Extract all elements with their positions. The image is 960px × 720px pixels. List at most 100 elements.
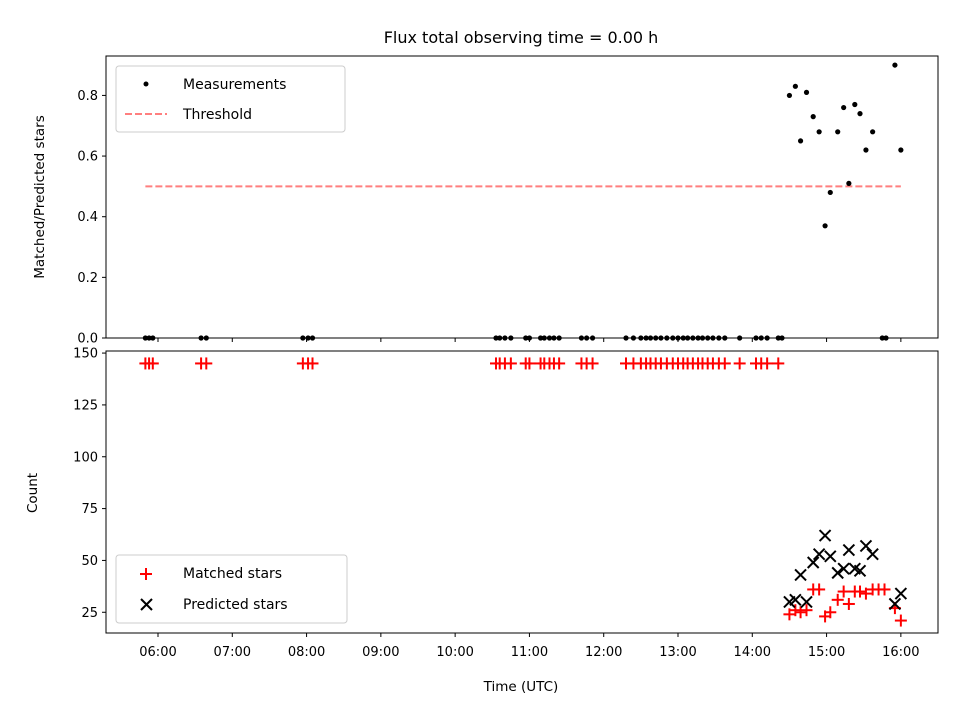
bottom-y-tick-label: 50 bbox=[81, 554, 98, 569]
bottom-y-tick-label: 125 bbox=[73, 398, 98, 413]
legend-threshold-label: Threshold bbox=[182, 107, 252, 123]
predicted-star-marker bbox=[888, 597, 902, 611]
chart-title: Flux total observing time = 0.00 h bbox=[384, 28, 659, 47]
predicted-star-marker bbox=[794, 568, 807, 582]
measurement-point bbox=[870, 129, 876, 135]
matched-star-marker bbox=[733, 357, 746, 370]
measurement-point bbox=[827, 189, 833, 196]
bottom-x-tick-label: 06:00 bbox=[139, 645, 176, 660]
legend-matched-marker bbox=[140, 568, 152, 580]
predicted-star-marker bbox=[818, 529, 832, 542]
bottom-y-tick-label: 150 bbox=[73, 347, 98, 362]
measurement-point bbox=[803, 89, 810, 95]
measurement-point bbox=[835, 129, 841, 135]
measurement-point bbox=[816, 129, 822, 135]
predicted-star-marker bbox=[824, 550, 837, 563]
predicted-star-marker bbox=[837, 562, 850, 575]
predicted-star-marker bbox=[866, 547, 879, 561]
bottom-x-ticks: 06:00 07:00 08:00 09:00 10:00 11:00 12:00 13:00… bbox=[139, 633, 920, 660]
legend-measurements-marker bbox=[143, 81, 149, 87]
legend-matched-label: Matched stars bbox=[183, 566, 282, 582]
bottom-y-tick-label: 75 bbox=[81, 502, 98, 517]
matched-star-marker bbox=[200, 357, 213, 370]
matched-star-marker bbox=[854, 585, 866, 598]
bottom-x-tick-label: 10:00 bbox=[436, 645, 473, 660]
matched-star-marker bbox=[878, 583, 891, 596]
matched-star-marker bbox=[824, 606, 837, 619]
matched-star-marker bbox=[306, 357, 319, 370]
predicted-star-marker bbox=[789, 593, 802, 607]
measurement-point bbox=[892, 62, 898, 68]
bottom-x-tick-label: 14:00 bbox=[734, 645, 771, 660]
bottom-x-tick-label: 13:00 bbox=[659, 645, 696, 660]
top-y-tick-label: 0.0 bbox=[77, 332, 98, 347]
matched-star-marker bbox=[789, 604, 802, 617]
x-axis-label: Time (UTC) bbox=[483, 679, 559, 695]
top-y-tick-label: 0.6 bbox=[77, 150, 98, 165]
legend-measurements-label: Measurements bbox=[183, 77, 286, 93]
matched-star-marker bbox=[831, 593, 844, 606]
predicted-star-marker bbox=[894, 587, 908, 600]
bottom-legend: Matched stars Predicted stars bbox=[115, 554, 348, 624]
measurement-point bbox=[810, 114, 816, 120]
legend-predicted-marker bbox=[140, 598, 153, 611]
predicted-star-marker bbox=[842, 543, 856, 557]
matched-star-marker bbox=[842, 597, 855, 610]
bottom-axes-frame bbox=[105, 350, 939, 634]
bottom-axes: 25 50 75 100 125 150 06:00 07:00 08:00 09:00 10:0… bbox=[25, 347, 939, 695]
matched-star-marker bbox=[800, 604, 813, 617]
bottom-x-tick-label: 12:00 bbox=[585, 645, 622, 660]
matched-star-marker bbox=[794, 606, 807, 619]
measurement-point bbox=[822, 223, 828, 229]
measurement-point bbox=[846, 180, 852, 186]
bottom-y-axis-label: Count bbox=[25, 473, 41, 513]
matched-star-marker bbox=[718, 357, 731, 370]
top-y-axis-label: Matched/Predicted stars bbox=[32, 115, 48, 278]
predicted-star-marker bbox=[853, 564, 867, 578]
matched-star-marker bbox=[813, 583, 826, 596]
legend-predicted-label: Predicted stars bbox=[183, 597, 288, 613]
bottom-x-tick-label: 11:00 bbox=[511, 645, 548, 660]
bottom-x-tick-label: 07:00 bbox=[214, 645, 251, 660]
bottom-plot-marks bbox=[139, 357, 908, 627]
measurement-point bbox=[797, 138, 804, 144]
top-axes-frame bbox=[105, 55, 939, 339]
measurement-point bbox=[786, 92, 793, 99]
matched-star-marker bbox=[504, 357, 517, 370]
top-x-ticks bbox=[157, 338, 902, 342]
measurement-point bbox=[852, 101, 858, 108]
predicted-star-marker bbox=[812, 547, 826, 561]
top-y-tick-label: 0.2 bbox=[77, 271, 98, 286]
matched-star-marker bbox=[894, 614, 907, 627]
matched-star-marker bbox=[837, 585, 850, 598]
measurement-point bbox=[863, 147, 869, 153]
bottom-legend-box bbox=[115, 554, 348, 624]
bottom-y-ticks: 25 50 75 100 125 150 bbox=[73, 347, 106, 621]
top-y-ticks: 0.0 0.2 0.4 0.6 0.8 bbox=[77, 89, 106, 347]
bottom-x-tick-label: 15:00 bbox=[808, 645, 845, 660]
predicted-star-marker bbox=[800, 595, 813, 609]
measurement-point bbox=[898, 147, 904, 153]
measurement-point bbox=[792, 83, 798, 89]
matched-star-marker bbox=[146, 357, 159, 370]
top-legend-box bbox=[115, 65, 346, 133]
bottom-x-tick-label: 16:00 bbox=[882, 645, 919, 660]
matched-star-marker bbox=[859, 587, 872, 600]
matched-star-marker bbox=[523, 357, 536, 370]
matched-star-marker bbox=[586, 357, 599, 370]
top-legend: Measurements Threshold bbox=[115, 65, 346, 133]
matched-star-marker bbox=[761, 357, 774, 370]
top-y-tick-label: 0.4 bbox=[77, 210, 98, 225]
measurement-point bbox=[841, 104, 847, 111]
matched-star-marker bbox=[772, 357, 785, 370]
bottom-y-tick-label: 100 bbox=[73, 450, 98, 465]
bottom-y-tick-label: 25 bbox=[81, 606, 98, 621]
predicted-star-marker bbox=[831, 566, 844, 580]
top-y-tick-label: 0.8 bbox=[77, 89, 98, 104]
bottom-x-tick-label: 08:00 bbox=[288, 645, 325, 660]
predicted-star-marker bbox=[859, 539, 873, 553]
predicted-star-marker bbox=[806, 556, 820, 569]
top-axes: 0.00.20.40.60.8 Matched/Predicted stars … bbox=[32, 55, 939, 347]
matched-star-marker bbox=[553, 357, 566, 370]
